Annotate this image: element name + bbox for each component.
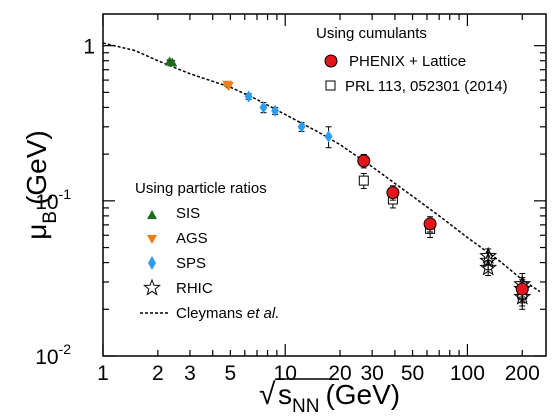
legend-sis-marker: [147, 210, 157, 219]
legend-sps-label: SPS: [176, 255, 206, 272]
x-tick-label: 1: [97, 362, 109, 385]
legend-rhic-label: RHIC: [176, 280, 213, 297]
x-axis-title-root: √: [259, 378, 276, 411]
point-circle: [515, 282, 529, 296]
legend-prl-label: PRL 113, 052301 (2014): [345, 78, 508, 95]
legend-cumulants-title: Using cumulants: [316, 25, 427, 42]
y-axis-title-main: μ: [21, 224, 52, 240]
legend-sps-marker: [148, 256, 156, 270]
point-circle: [386, 186, 400, 200]
legend-curve-label: Cleymans et al.: [176, 305, 279, 322]
x-axis-title-sub: NN: [292, 396, 319, 416]
point-diamond: [271, 104, 280, 117]
legend-ratios-title: Using particle ratios: [135, 180, 267, 197]
legend-phenix-marker: [324, 54, 338, 68]
x-axis-title-main: s: [278, 379, 292, 410]
x-tick-label: 50: [401, 362, 424, 385]
point-triangle-up: [167, 57, 178, 67]
svg-text:sNN(GeV): sNN (GeV): [278, 379, 400, 416]
point-diamond: [297, 120, 306, 133]
x-tick-label: 100: [450, 362, 485, 385]
svg-text:μB(GeV): μB (GeV): [21, 130, 61, 240]
legend-prl-marker: [325, 80, 336, 91]
x-tick-label: 200: [505, 362, 540, 385]
legend-sis-label: SIS: [176, 205, 200, 222]
point-square: [358, 175, 369, 186]
legend-ratios: Using particle ratios SIS AGS SPS RHIC C…: [135, 180, 279, 322]
x-tick-label: 20: [328, 362, 351, 385]
legend-ags-label: AGS: [176, 230, 208, 247]
x-tick-label: 5: [225, 362, 237, 385]
plot-frame: [102, 13, 547, 357]
legend-rhic-marker: [143, 278, 161, 296]
point-diamond: [244, 90, 253, 103]
data-points: [164, 56, 532, 310]
y-axis-title: μB (GeV): [21, 130, 61, 240]
legend-cumulants: Using cumulants PHENIX + Lattice PRL 113…: [316, 25, 508, 95]
axis-ticks: [102, 14, 546, 357]
x-tick-label: 3: [184, 362, 196, 385]
point-star: [479, 258, 498, 276]
point-triangle-down: [223, 81, 234, 91]
y-axis-title-sub: B: [40, 211, 61, 224]
point-circle: [357, 154, 371, 168]
x-tick-label: 2: [152, 362, 164, 385]
legend-curve-label-italic: et al.: [247, 305, 280, 322]
y-tick-label: 10-2: [35, 341, 71, 369]
x-axis-title: √ sNN (GeV): [259, 378, 400, 416]
y-axis-title-unit: (GeV): [21, 130, 52, 205]
legend-curve-label-main: Cleymans: [176, 305, 247, 322]
legend-phenix-label: PHENIX + Lattice: [349, 53, 466, 70]
point-diamond: [259, 101, 268, 114]
y-tick-label: 1: [83, 36, 95, 59]
point-diamond: [324, 130, 333, 143]
x-axis-title-unit: (GeV): [325, 379, 400, 410]
x-tick-label: 30: [360, 362, 383, 385]
legend-ags-marker: [147, 235, 157, 244]
point-circle: [423, 217, 437, 231]
y-tick-label: 10-1: [35, 186, 71, 214]
